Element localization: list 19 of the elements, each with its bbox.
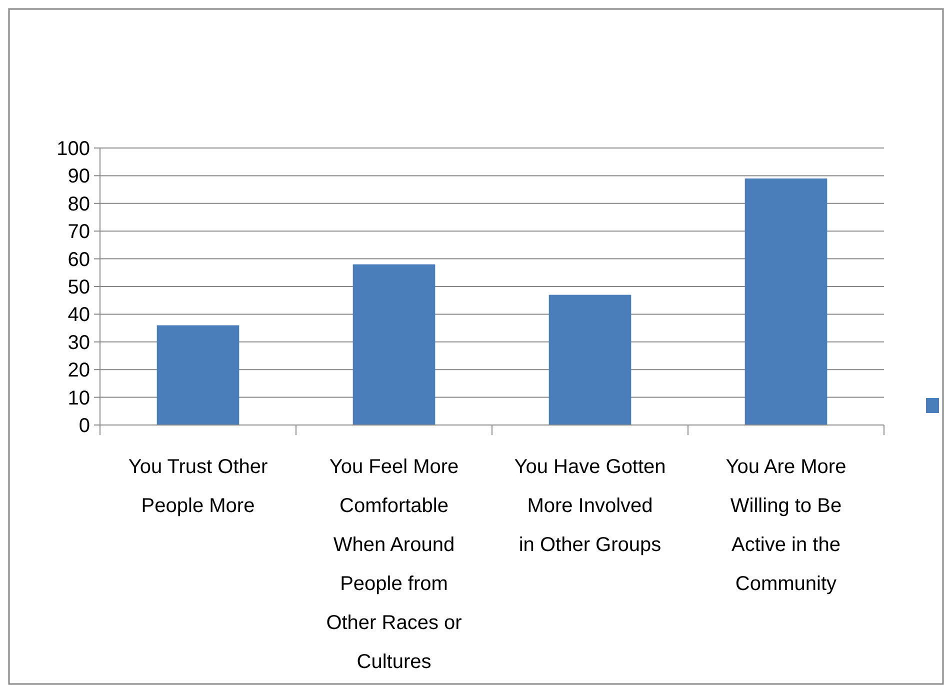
x-tick-label: You Have Gotten More Involved in Other Groups [514, 456, 666, 556]
bar [156, 325, 240, 425]
y-tick-label: 50 [68, 276, 90, 298]
bar [352, 264, 436, 425]
y-tick-label: 0 [78, 415, 90, 437]
bar [548, 294, 632, 425]
y-tick-label: 60 [68, 248, 90, 271]
y-tick-label: 40 [68, 304, 90, 326]
y-tick-label: 20 [68, 360, 90, 382]
bar [744, 178, 828, 425]
y-tick-label: 30 [68, 332, 90, 354]
x-tick-label: You Trust Other People More [128, 456, 268, 517]
y-tick-label: 70 [68, 221, 90, 244]
y-tick-label: 10 [68, 387, 90, 410]
y-tick-label: 80 [68, 193, 90, 216]
y-tick-label: 100 [56, 138, 90, 160]
x-tick-label: You Feel More Comfortable When Around People from Other Races or Cultures [326, 456, 462, 673]
x-tick-label: You Are More Willing to Be Active in the Community [726, 456, 846, 595]
y-tick-label: 90 [68, 166, 90, 188]
